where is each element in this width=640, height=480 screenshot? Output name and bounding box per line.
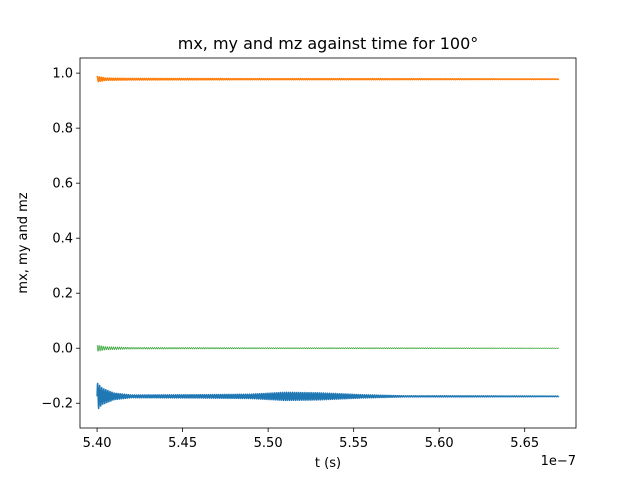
series-line-2 [96,75,560,83]
y-tick-label: −0.2 [41,397,73,412]
y-tick-label: 1.0 [52,67,73,82]
x-axis-ticks: 5.40 5.45 5.50 5.55 5.60 5.65 [83,428,539,451]
chart-title: mx, my and mz against time for 100° [178,34,479,53]
series-layer [96,75,560,410]
x-tick-label: 5.50 [254,436,283,451]
x-tick-label: 5.65 [510,436,539,451]
x-axis-label: t (s) [315,456,341,471]
series-line-1 [96,382,560,410]
x-tick-label: 5.45 [168,436,197,451]
x-tick-label: 5.55 [339,436,368,451]
y-axis-ticks: −0.2 0.0 0.2 0.4 0.6 0.8 1.0 [41,67,80,412]
y-tick-label: 0.6 [52,177,73,192]
y-axis-label: mx, my and mz [16,192,31,293]
y-tick-label: 0.4 [52,232,73,247]
x-axis-offset-label: 1e−7 [541,454,576,469]
y-tick-label: 0.0 [52,342,73,357]
y-tick-label: 0.8 [52,122,73,137]
x-tick-label: 5.40 [83,436,112,451]
plot-area-frame [79,57,577,429]
series-line-3 [96,344,560,352]
y-tick-label: 0.2 [52,287,73,302]
x-tick-label: 5.60 [425,436,454,451]
